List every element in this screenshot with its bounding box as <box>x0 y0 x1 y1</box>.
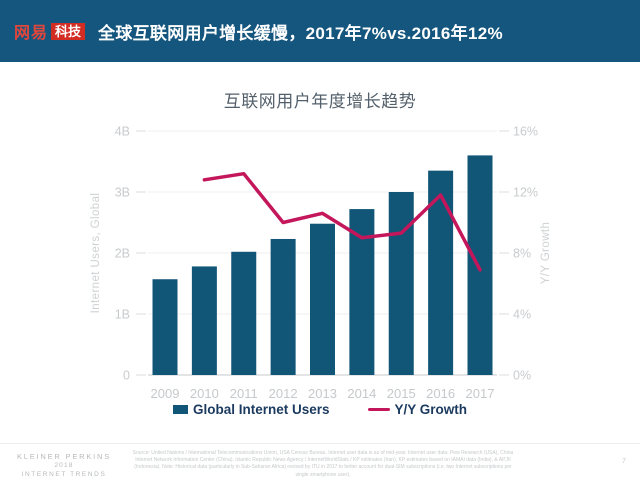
brand-line: 2018 <box>54 462 74 469</box>
right-axis-tick-label: 8% <box>513 247 531 261</box>
bar-2011 <box>231 251 257 375</box>
x-axis-label-2014: 2014 <box>347 386 376 401</box>
left-axis-tick-label: 4B <box>115 125 130 139</box>
bar-series-swatch <box>172 405 188 414</box>
tech-logo-badge: 科技 <box>51 22 86 40</box>
page-number: 7 <box>621 456 626 465</box>
legend-item-users: Global Internet Users <box>172 402 330 417</box>
growth-line <box>202 171 482 272</box>
chart-legend: Global Internet Users Y/Y Growth <box>0 402 640 417</box>
x-axis-label-2009: 2009 <box>151 386 180 401</box>
left-axis-tick-label: 2B <box>115 247 130 261</box>
right-axis-tick-label: 4% <box>513 308 531 322</box>
brand-line: KLEINER PERKINS <box>16 452 112 461</box>
right-axis-tick-label: 12% <box>513 186 538 200</box>
kleiner-perkins-brand: KLEINER PERKINS 2018 INTERNET TRENDS <box>4 452 124 479</box>
bar-2013 <box>310 223 335 375</box>
x-axis-label-2012: 2012 <box>269 386 298 401</box>
left-axis-tick-label: 3B <box>115 186 130 200</box>
left-axis-tick-label: 1B <box>115 308 130 322</box>
left-axis-title: Internet Users, Global <box>90 193 102 314</box>
legend-item-growth: Y/Y Growth <box>367 402 468 417</box>
chart-title: 互联网用户年度增长趋势 <box>223 92 417 111</box>
bar-2012 <box>270 238 296 375</box>
right-axis-tick-label: 0% <box>513 369 531 383</box>
x-axis-label-2011: 2011 <box>230 386 258 401</box>
right-axis-title: Y/Y Growth <box>540 222 552 285</box>
x-axis-label-2017: 2017 <box>466 386 495 401</box>
x-axis-label-2016: 2016 <box>426 386 455 401</box>
bar-2010 <box>191 266 217 375</box>
left-axis-tick-label: 0 <box>123 369 130 383</box>
header-bar: 网易 科技 全球互联网用户增长缓慢，2017年7%vs.2016年12% <box>0 0 640 62</box>
slide-headline: 全球互联网用户增长缓慢，2017年7%vs.2016年12% <box>98 23 503 43</box>
x-axis-label-2015: 2015 <box>387 386 416 401</box>
legend-label-growth: Y/Y Growth <box>394 402 468 417</box>
x-axis-label-2013: 2013 <box>308 386 337 401</box>
line-series-swatch <box>367 407 390 412</box>
right-axis-tick-label: 16% <box>513 125 538 139</box>
slide-footer: KLEINER PERKINS 2018 INTERNET TRENDS Sou… <box>0 443 640 480</box>
netease-tech-logo: 网易 科技 <box>14 19 86 43</box>
x-axis-label-2010: 2010 <box>190 386 219 401</box>
bar-2009 <box>152 279 178 375</box>
netease-logo-text: 网易 <box>14 25 49 42</box>
source-note: Source: United Nations / International T… <box>132 450 514 478</box>
bar-2017 <box>467 155 493 375</box>
brand-line: INTERNET TRENDS <box>21 471 107 478</box>
bar-2015 <box>388 192 414 375</box>
legend-label-users: Global Internet Users <box>192 402 330 417</box>
